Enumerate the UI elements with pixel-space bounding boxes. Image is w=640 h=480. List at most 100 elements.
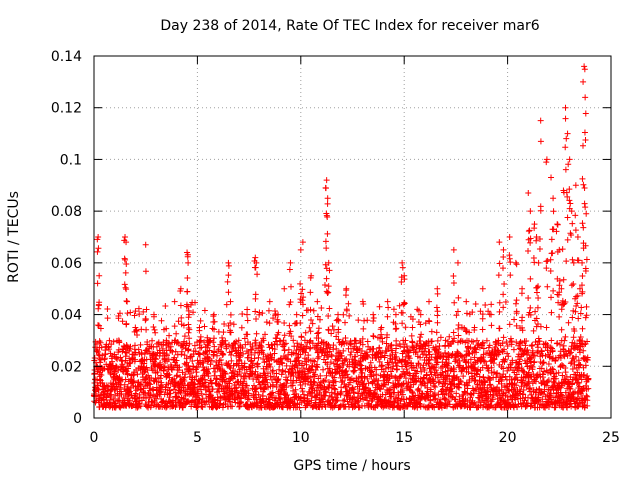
data-point: [559, 246, 566, 253]
data-point: [442, 342, 449, 349]
data-point: [95, 322, 102, 329]
data-point: [158, 317, 165, 324]
data-point: [122, 234, 129, 240]
data-point: [324, 213, 331, 220]
y-tick-label: 0.06: [51, 256, 82, 272]
y-tick-label: 0.04: [51, 308, 82, 324]
data-point: [178, 314, 185, 321]
data-point: [455, 294, 462, 301]
data-point: [123, 286, 130, 293]
data-point: [547, 267, 554, 274]
data-point: [518, 290, 525, 297]
data-point: [95, 351, 102, 358]
data-point: [161, 356, 168, 363]
data-point: [582, 137, 589, 144]
data-point: [570, 334, 577, 341]
data-point: [482, 301, 489, 308]
data-point: [394, 366, 401, 373]
data-point: [454, 308, 461, 315]
data-point: [543, 156, 550, 163]
data-point: [127, 309, 134, 316]
x-tick-label: 25: [602, 430, 620, 446]
data-point: [95, 305, 102, 312]
data-point: [238, 324, 245, 331]
data-point: [574, 234, 581, 240]
data-point: [540, 359, 547, 366]
data-point: [171, 323, 178, 330]
data-point: [122, 269, 129, 276]
data-point: [499, 265, 506, 272]
data-point: [252, 254, 259, 261]
data-point: [244, 317, 251, 324]
data-point: [450, 279, 457, 286]
data-point: [132, 390, 139, 397]
data-point: [385, 304, 392, 311]
data-point: [376, 344, 383, 351]
data-point: [166, 332, 173, 339]
data-point: [370, 333, 377, 340]
data-point: [554, 221, 561, 228]
data-point: [507, 259, 514, 266]
data-point: [325, 283, 332, 290]
data-point: [568, 282, 575, 289]
data-point: [281, 347, 288, 354]
data-point: [185, 259, 192, 266]
data-point: [562, 115, 569, 122]
data-point: [556, 313, 563, 320]
data-point: [548, 236, 555, 243]
data-point: [111, 386, 118, 393]
data-point: [271, 307, 278, 314]
data-point: [335, 326, 342, 333]
x-tick-label: 10: [292, 430, 310, 446]
data-point: [321, 281, 328, 288]
data-point: [306, 324, 313, 331]
data-point: [534, 304, 541, 311]
data-point: [171, 298, 178, 305]
data-point: [122, 353, 129, 360]
data-point: [123, 260, 130, 267]
data-point: [145, 372, 152, 379]
data-point: [437, 334, 444, 341]
data-point: [562, 144, 569, 151]
data-point: [455, 332, 462, 339]
data-point: [297, 280, 304, 287]
data-point: [564, 214, 571, 221]
data-point: [140, 308, 147, 315]
data-point: [197, 351, 204, 358]
data-point: [581, 66, 588, 73]
data-point: [496, 260, 503, 267]
data-point: [91, 355, 98, 362]
data-point: [244, 311, 251, 318]
data-point: [227, 311, 234, 318]
data-point: [345, 300, 352, 307]
data-point: [225, 289, 232, 296]
data-point: [562, 166, 569, 173]
data-point: [335, 311, 342, 318]
data-point: [506, 321, 513, 328]
data-point: [399, 309, 406, 316]
data-point: [583, 256, 590, 263]
data-point: [393, 337, 400, 344]
data-point: [548, 337, 555, 344]
data-point: [402, 324, 409, 331]
data-point: [150, 324, 157, 331]
data-point: [500, 334, 507, 341]
data-point: [147, 387, 154, 394]
data-point: [496, 325, 503, 332]
data-point: [525, 228, 532, 235]
data-point: [560, 342, 567, 349]
data-point: [209, 325, 216, 332]
data-point: [450, 246, 457, 253]
data-point: [528, 343, 535, 350]
data-point: [370, 318, 377, 325]
data-point: [239, 310, 246, 317]
data-point: [525, 247, 532, 254]
data-point: [426, 298, 433, 305]
y-tick-label: 0: [73, 411, 82, 427]
data-point: [326, 305, 333, 312]
data-point: [302, 329, 309, 336]
data-point: [117, 403, 124, 410]
data-point: [318, 305, 325, 312]
data-point: [418, 331, 425, 338]
data-point: [131, 312, 138, 319]
